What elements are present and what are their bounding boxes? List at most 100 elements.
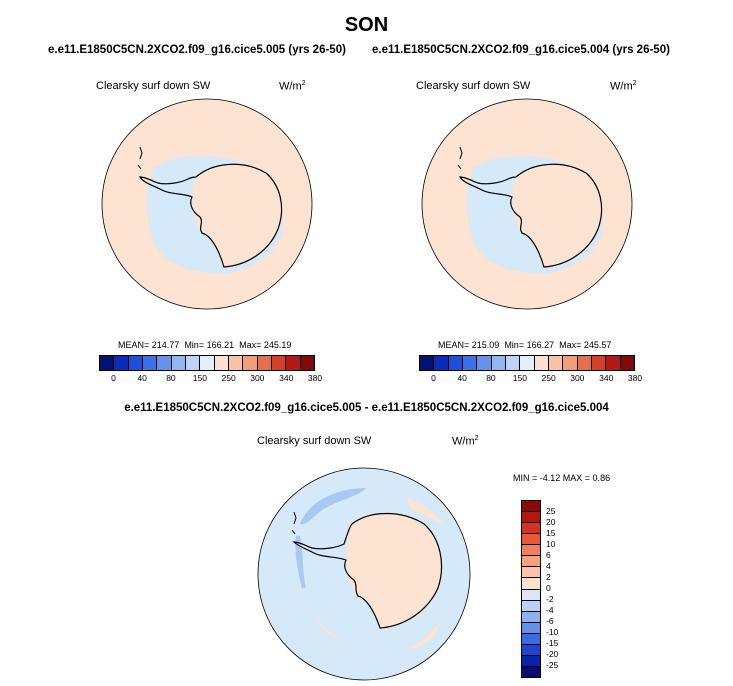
- right-map-antarctica: [512, 164, 602, 267]
- colorbar-swatch: [522, 545, 540, 557]
- diff-map-negative-strip: [295, 535, 306, 589]
- tick-label: 10: [546, 539, 556, 549]
- colorbar-swatch: [606, 356, 621, 370]
- left-case-title: e.e11.E1850C5CN.2XCO2.f09_g16.cice5.005 …: [48, 44, 346, 56]
- diff-map-negative-band: [300, 488, 366, 525]
- tick-label: 40: [137, 373, 147, 383]
- diff-map-positive-patch-1: [406, 498, 444, 524]
- colorbar-swatch: [448, 356, 463, 370]
- tick-label: -25: [546, 660, 559, 670]
- colorbar-swatch: [100, 356, 115, 370]
- left-polar-map: [101, 98, 313, 310]
- diff-map-coastline: [292, 513, 443, 629]
- colorbar-swatch: [200, 356, 215, 370]
- diff-polar-map: [257, 467, 471, 681]
- tick-label: 40: [457, 373, 467, 383]
- season-title: SON: [344, 14, 389, 36]
- tick-label: 25: [546, 506, 556, 516]
- tick-label: 380: [307, 373, 323, 383]
- tick-label: 250: [221, 373, 236, 383]
- diff-title: e.e11.E1850C5CN.2XCO2.f09_g16.cice5.005 …: [124, 402, 609, 414]
- colorbar-swatch: [577, 356, 592, 370]
- colorbar-swatch: [214, 356, 229, 370]
- colorbar-swatch: [157, 356, 172, 370]
- colorbar-swatch: [257, 356, 272, 370]
- tick-label: 20: [546, 517, 556, 527]
- colorbar-swatch: [522, 666, 540, 677]
- colorbar-swatch: [522, 556, 540, 568]
- colorbar-swatch: [522, 655, 540, 667]
- tick-label: 2: [546, 572, 551, 582]
- right-units: W/m2: [610, 80, 637, 93]
- tick-label: 80: [486, 373, 496, 383]
- left-map-coastline: [138, 163, 283, 268]
- tick-label: 0: [111, 373, 116, 383]
- colorbar-swatch: [114, 356, 129, 370]
- colorbar-swatch: [534, 356, 549, 370]
- colorbar-swatch: [522, 633, 540, 645]
- colorbar-swatch: [563, 356, 578, 370]
- diff-panel-label: Clearsky surf down SW: [257, 435, 372, 447]
- colorbar-swatch: [491, 356, 506, 370]
- colorbar-swatch: [522, 622, 540, 634]
- tick-label: -20: [546, 649, 559, 659]
- colorbar-swatch: [171, 356, 186, 370]
- colorbar-swatch: [522, 611, 540, 623]
- colorbar-swatch: [522, 567, 540, 579]
- tick-label: 0: [431, 373, 436, 383]
- tick-label: 340: [599, 373, 614, 383]
- right-map-coastline: [458, 163, 603, 268]
- tick-label: 6: [546, 550, 551, 560]
- colorbar-swatch: [462, 356, 478, 370]
- colorbar-swatch: [505, 356, 521, 370]
- colorbar-swatch: [522, 512, 540, 524]
- tick-label: 150: [192, 373, 207, 383]
- colorbar-swatch: [522, 589, 540, 601]
- tick-label: 380: [627, 373, 643, 383]
- colorbar-swatch: [228, 356, 244, 370]
- tick-label: 15: [546, 528, 556, 538]
- colorbar-swatch: [522, 501, 540, 513]
- tick-label: 4: [546, 561, 551, 571]
- colorbar-swatch: [477, 356, 492, 370]
- colorbar-swatch: [620, 356, 634, 370]
- colorbar-swatch: [142, 356, 158, 370]
- colorbar-swatch: [420, 356, 435, 370]
- colorbar-swatch: [300, 356, 314, 370]
- tick-label: -4: [546, 605, 554, 615]
- right-stats: MEAN= 215.09 Min= 166.27 Max= 245.57: [438, 340, 612, 350]
- tick-label: 300: [250, 373, 265, 383]
- colorbar-swatch: [522, 578, 540, 590]
- right-colorbar: [419, 355, 635, 371]
- diff-stats: MIN = -4.12 MAX = 0.86: [513, 473, 611, 483]
- right-map-south-america: [457, 146, 463, 170]
- tick-label: -6: [546, 616, 554, 626]
- colorbar-swatch: [548, 356, 564, 370]
- left-units: W/m2: [279, 80, 306, 93]
- right-panel-label: Clearsky surf down SW: [416, 80, 531, 92]
- diff-map-south-america: [291, 511, 297, 535]
- colorbar-swatch: [128, 356, 143, 370]
- colorbar-swatch: [271, 356, 287, 370]
- left-map-antarctica: [192, 164, 282, 267]
- tick-label: -15: [546, 638, 559, 648]
- colorbar-swatch: [286, 356, 301, 370]
- colorbar-swatch: [522, 644, 540, 656]
- colorbar-swatch: [591, 356, 607, 370]
- tick-label: -10: [546, 627, 559, 637]
- colorbar-swatch: [522, 600, 540, 612]
- left-stats: MEAN= 214.77 Min= 166.21 Max= 245.19: [118, 340, 292, 350]
- tick-label: 0: [546, 583, 551, 593]
- colorbar-swatch: [522, 534, 540, 546]
- left-panel-label: Clearsky surf down SW: [96, 80, 211, 92]
- diff-map-positive-patch-3: [406, 622, 440, 650]
- diff-units: W/m2: [452, 435, 479, 448]
- tick-label: 150: [512, 373, 527, 383]
- left-map-south-america: [137, 146, 143, 170]
- colorbar-swatch: [243, 356, 258, 370]
- right-polar-map: [421, 98, 633, 310]
- tick-label: 80: [166, 373, 176, 383]
- left-colorbar: [99, 355, 315, 371]
- colorbar-swatch: [434, 356, 449, 370]
- diff-colorbar: [521, 500, 541, 678]
